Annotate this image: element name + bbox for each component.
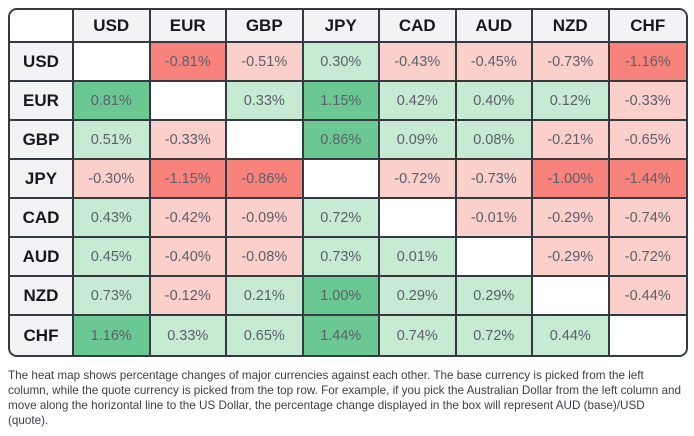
heatmap-cell-chf-nzd: 0.44% [533,316,610,355]
heatmap-cell-cad-eur: -0.42% [150,199,227,238]
heatmap-cell-nzd-eur: -0.12% [150,277,227,316]
column-header-aud: AUD [456,10,533,43]
heatmap-cell-usd-chf: -1.16% [609,43,686,82]
heatmap-cell-aud-aud [456,238,533,277]
heatmap-cell-gbp-cad: 0.09% [380,121,457,160]
heatmap-cell-cad-chf: -0.74% [609,199,686,238]
heatmap-cell-nzd-gbp: 0.21% [227,277,304,316]
heatmap-cell-gbp-jpy: 0.86% [303,121,380,160]
row-header-usd: USD [10,43,74,82]
heatmap-cell-cad-usd: 0.43% [74,199,151,238]
heatmap-row-cad: CAD 0.43% -0.42% -0.09% 0.72% -0.01% -0.29% -0.… [10,199,686,238]
heatmap-cell-jpy-jpy [303,160,380,199]
heatmap-row-chf: CHF 1.16% 0.33% 0.65% 1.44% 0.74% 0.72% 0.44% [10,316,686,355]
heatmap-cell-usd-aud: -0.45% [456,43,533,82]
heatmap-cell-eur-gbp: 0.33% [227,82,304,121]
heatmap-row-nzd: NZD 0.73% -0.12% 0.21% 1.00% 0.29% 0.29% -0.44% [10,277,686,316]
row-header-chf: CHF [10,316,74,355]
heatmap-cell-eur-nzd: 0.12% [533,82,610,121]
heatmap-cell-eur-aud: 0.40% [456,82,533,121]
column-header-usd: USD [74,10,151,43]
column-header-eur: EUR [150,10,227,43]
heatmap-cell-aud-chf: -0.72% [609,238,686,277]
currency-heatmap-table: USD EUR GBP JPY CAD AUD NZD CHF USD -0.81% -0.51%… [10,10,686,355]
row-header-aud: AUD [10,238,74,277]
heatmap-cell-chf-usd: 1.16% [74,316,151,355]
heatmap-cell-eur-chf: -0.33% [609,82,686,121]
row-header-gbp: GBP [10,121,74,160]
heatmap-cell-nzd-usd: 0.73% [74,277,151,316]
column-header-nzd: NZD [533,10,610,43]
heatmap-row-gbp: GBP 0.51% -0.33% 0.86% 0.09% 0.08% -0.21% -0.65… [10,121,686,160]
heatmap-row-eur: EUR 0.81% 0.33% 1.15% 0.42% 0.40% 0.12% -0.33% [10,82,686,121]
heatmap-cell-chf-cad: 0.74% [380,316,457,355]
corner-cell [10,10,74,43]
heatmap-cell-chf-chf [609,316,686,355]
heatmap-cell-eur-cad: 0.42% [380,82,457,121]
heatmap-cell-usd-usd [74,43,151,82]
heatmap-cell-cad-aud: -0.01% [456,199,533,238]
heatmap-cell-usd-eur: -0.81% [150,43,227,82]
column-header-gbp: GBP [227,10,304,43]
heatmap-header: USD EUR GBP JPY CAD AUD NZD CHF [10,10,686,43]
row-header-cad: CAD [10,199,74,238]
heatmap-cell-cad-cad [380,199,457,238]
heatmap-row-usd: USD -0.81% -0.51% 0.30% -0.43% -0.45% -0.73% -1… [10,43,686,82]
heatmap-cell-eur-jpy: 1.15% [303,82,380,121]
heatmap-body: USD -0.81% -0.51% 0.30% -0.43% -0.45% -0.73% -1… [10,43,686,355]
heatmap-cell-nzd-cad: 0.29% [380,277,457,316]
heatmap-cell-gbp-nzd: -0.21% [533,121,610,160]
heatmap-cell-jpy-cad: -0.72% [380,160,457,199]
header-row: USD EUR GBP JPY CAD AUD NZD CHF [10,10,686,43]
heatmap-cell-cad-nzd: -0.29% [533,199,610,238]
heatmap-cell-eur-eur [150,82,227,121]
heatmap-cell-eur-usd: 0.81% [74,82,151,121]
column-header-chf: CHF [609,10,686,43]
heatmap-cell-jpy-gbp: -0.86% [227,160,304,199]
heatmap-cell-jpy-nzd: -1.00% [533,160,610,199]
heatmap-cell-usd-gbp: -0.51% [227,43,304,82]
currency-heatmap-container: USD EUR GBP JPY CAD AUD NZD CHF USD -0.81% -0.51%… [8,8,688,357]
heatmap-cell-jpy-eur: -1.15% [150,160,227,199]
heatmap-cell-nzd-jpy: 1.00% [303,277,380,316]
heatmap-cell-aud-gbp: -0.08% [227,238,304,277]
heatmap-cell-jpy-aud: -0.73% [456,160,533,199]
column-header-cad: CAD [380,10,457,43]
heatmap-cell-gbp-gbp [227,121,304,160]
heatmap-row-jpy: JPY -0.30% -1.15% -0.86% -0.72% -0.73% -1.00% -… [10,160,686,199]
heatmap-cell-aud-eur: -0.40% [150,238,227,277]
heatmap-cell-aud-jpy: 0.73% [303,238,380,277]
heatmap-cell-gbp-eur: -0.33% [150,121,227,160]
heatmap-description: The heat map shows percentage changes of… [8,369,681,427]
heatmap-cell-usd-cad: -0.43% [380,43,457,82]
row-header-jpy: JPY [10,160,74,199]
row-header-eur: EUR [10,82,74,121]
heatmap-cell-nzd-aud: 0.29% [456,277,533,316]
heatmap-cell-cad-jpy: 0.72% [303,199,380,238]
heatmap-cell-gbp-usd: 0.51% [74,121,151,160]
heatmap-cell-nzd-chf: -0.44% [609,277,686,316]
heatmap-cell-aud-nzd: -0.29% [533,238,610,277]
column-header-jpy: JPY [303,10,380,43]
heatmap-cell-usd-nzd: -0.73% [533,43,610,82]
heatmap-cell-jpy-chf: -1.44% [609,160,686,199]
heatmap-cell-gbp-aud: 0.08% [456,121,533,160]
heatmap-cell-chf-gbp: 0.65% [227,316,304,355]
heatmap-cell-usd-jpy: 0.30% [303,43,380,82]
heatmap-cell-aud-usd: 0.45% [74,238,151,277]
row-header-nzd: NZD [10,277,74,316]
heatmap-cell-gbp-chf: -0.65% [609,121,686,160]
heatmap-cell-aud-cad: 0.01% [380,238,457,277]
heatmap-cell-jpy-usd: -0.30% [74,160,151,199]
heatmap-cell-cad-gbp: -0.09% [227,199,304,238]
heatmap-row-aud: AUD 0.45% -0.40% -0.08% 0.73% 0.01% -0.29% -0.7… [10,238,686,277]
heatmap-cell-chf-eur: 0.33% [150,316,227,355]
heatmap-cell-chf-jpy: 1.44% [303,316,380,355]
heatmap-cell-nzd-nzd [533,277,610,316]
heatmap-cell-chf-aud: 0.72% [456,316,533,355]
